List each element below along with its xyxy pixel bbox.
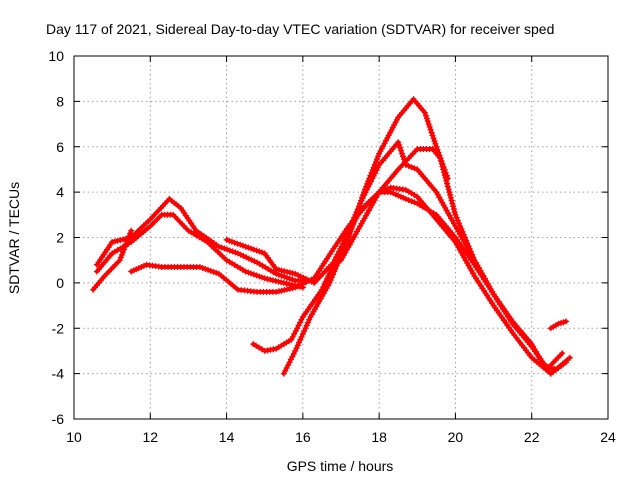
series-track-1 — [93, 211, 306, 291]
y-tick-label: 4 — [56, 184, 64, 200]
y-axis-label: SDTVAR / TECUs — [6, 182, 22, 294]
series-markers — [93, 211, 306, 291]
series-markers — [93, 195, 318, 284]
series-markers — [90, 227, 135, 293]
x-tick-label: 14 — [219, 429, 235, 445]
series-track-2 — [93, 195, 318, 284]
y-tick-label: 0 — [56, 275, 64, 291]
x-tick-label: 18 — [371, 429, 387, 445]
chart-title: Day 117 of 2021, Sidereal Day-to-day VTE… — [46, 21, 554, 37]
x-axis-label: GPS time / hours — [287, 458, 394, 474]
y-tick-label: 6 — [56, 139, 64, 155]
y-tick-label: -6 — [52, 411, 65, 427]
series-layer — [90, 96, 573, 377]
y-tick-label: 8 — [56, 93, 64, 109]
series-track-8 — [338, 146, 566, 373]
series-markers — [547, 318, 569, 332]
series-markers — [338, 146, 566, 373]
x-tick-label: 24 — [600, 429, 616, 445]
series-track-9 — [547, 318, 569, 332]
x-tick-label: 16 — [295, 429, 311, 445]
x-tick-label: 12 — [142, 429, 158, 445]
x-tick-label: 10 — [66, 429, 82, 445]
x-tick-label: 22 — [524, 429, 540, 445]
series-track-3 — [90, 227, 135, 293]
y-tick-label: 2 — [56, 230, 64, 246]
y-tick-label: -4 — [52, 366, 65, 382]
y-tick-label: -2 — [52, 320, 65, 336]
y-tick-label: 10 — [48, 48, 64, 64]
x-tick-label: 20 — [448, 429, 464, 445]
